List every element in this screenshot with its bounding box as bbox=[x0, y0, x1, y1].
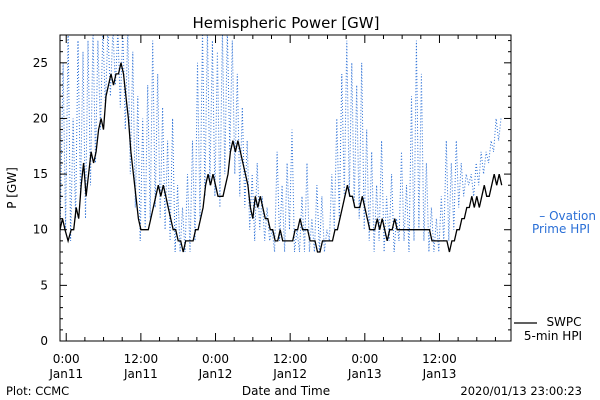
y-tick-label: 10 bbox=[33, 223, 48, 237]
y-tick-label: 0 bbox=[40, 334, 48, 348]
x-tick-time-label: 0:00 bbox=[202, 352, 229, 366]
plot-area bbox=[59, 34, 512, 342]
x-tick-date-label: Jan13 bbox=[347, 367, 382, 381]
legend-swpc-line2: 5-min HPI bbox=[524, 329, 582, 343]
legend-ovation-line2: Prime HPI bbox=[532, 222, 590, 236]
legend-ovation-line1: – Ovation bbox=[539, 209, 596, 223]
plot-frame bbox=[59, 34, 512, 342]
y-tick-label: 5 bbox=[40, 278, 48, 292]
x-tick-date-label: Jan12 bbox=[272, 367, 307, 381]
x-axis-label: Date and Time bbox=[242, 384, 330, 398]
y-tick-label: 15 bbox=[33, 167, 48, 181]
y-tick-label: 25 bbox=[33, 56, 48, 70]
series-line-ovation-prime-hpi bbox=[60, 35, 502, 253]
x-tick-date-label: Jan12 bbox=[198, 367, 233, 381]
y-axis-label: P [GW] bbox=[5, 167, 19, 209]
x-tick-date-label: Jan11 bbox=[123, 367, 158, 381]
series-line-swpc-5min-hpi bbox=[60, 62, 503, 253]
x-tick-date-label: Jan13 bbox=[422, 367, 457, 381]
footer-timestamp: 2020/01/13 23:00:23 bbox=[460, 384, 582, 398]
footer-plot-credit: Plot: CCMC bbox=[6, 384, 69, 398]
y-tick-label: 20 bbox=[33, 111, 48, 125]
x-tick-time-label: 12:00 bbox=[273, 352, 308, 366]
chart-title: Hemispheric Power [GW] bbox=[193, 14, 380, 32]
legend-swpc-line1: SWPC bbox=[546, 315, 581, 329]
x-tick-date-label: Jan11 bbox=[48, 367, 83, 381]
x-tick-time-label: 0:00 bbox=[351, 352, 378, 366]
x-tick-time-label: 12:00 bbox=[422, 352, 457, 366]
x-tick-time-label: 0:00 bbox=[53, 352, 80, 366]
axis-ticks: 05101520250:00Jan1112:00Jan110:00Jan1212… bbox=[33, 35, 511, 381]
x-tick-time-label: 12:00 bbox=[124, 352, 159, 366]
y-axis-label-group: P [GW] bbox=[5, 167, 19, 209]
